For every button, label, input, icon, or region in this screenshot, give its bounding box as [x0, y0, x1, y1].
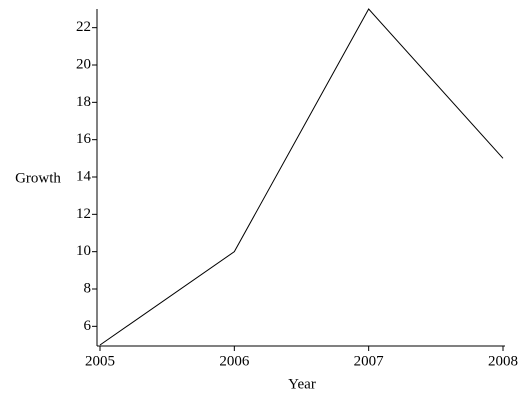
y-tick-label: 12: [76, 206, 91, 222]
y-tick-label: 20: [76, 56, 91, 72]
y-tick-label: 8: [84, 280, 92, 296]
y-tick-label: 6: [84, 318, 92, 334]
x-tick-label: 2006: [219, 353, 250, 369]
x-tick-label: 2008: [488, 353, 518, 369]
y-tick-label: 18: [76, 94, 91, 110]
x-tick-label: 2005: [85, 353, 115, 369]
y-tick-label: 10: [76, 243, 91, 259]
x-axis-label: Year: [288, 376, 316, 392]
x-tick-label: 2007: [354, 353, 385, 369]
y-axis-label: Growth: [15, 170, 61, 186]
y-tick-label: 14: [76, 168, 92, 184]
data-line: [99, 8, 504, 346]
y-tick-label: 16: [76, 131, 92, 147]
y-tick-label: 22: [76, 19, 91, 35]
